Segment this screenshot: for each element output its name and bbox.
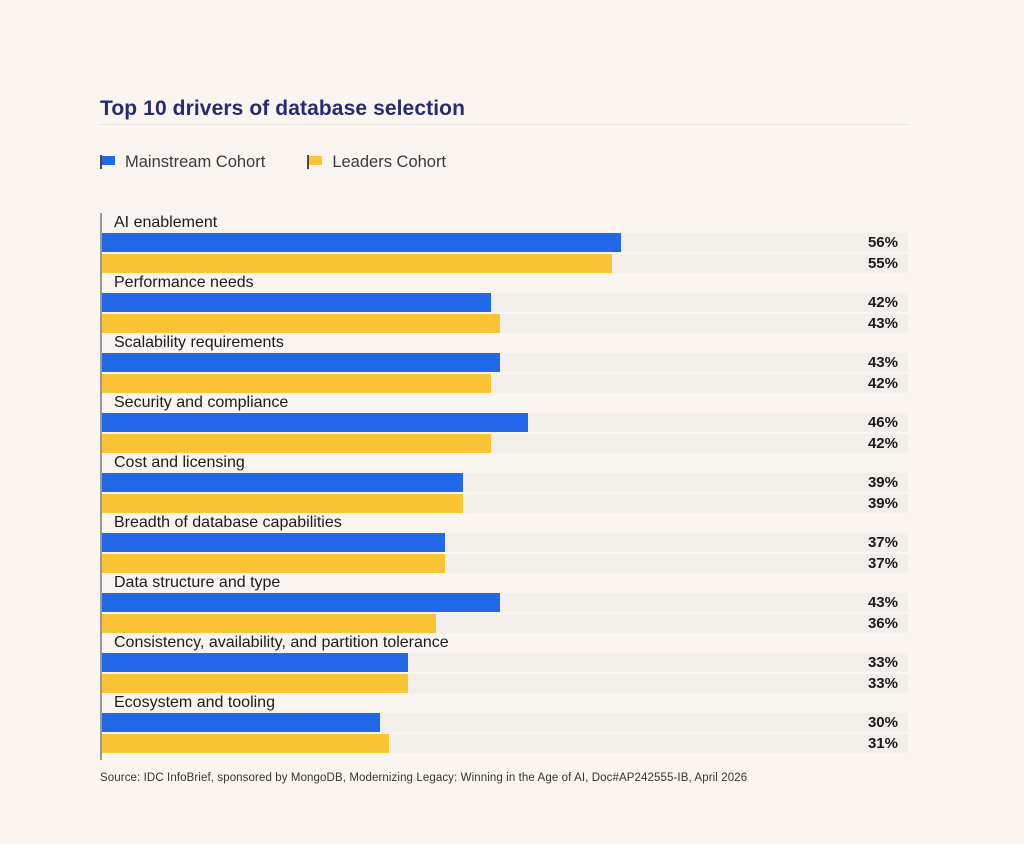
bar-value-label: 43% <box>867 354 898 371</box>
bar-value-label: 39% <box>867 474 898 491</box>
bar-track: 39% <box>102 473 908 492</box>
flag-cloth-mainstream <box>102 156 115 165</box>
bar-mainstream <box>102 533 445 552</box>
bar-track: 37% <box>102 554 908 573</box>
bar-track: 37% <box>102 533 908 552</box>
bar-leaders <box>102 674 408 693</box>
bar-mainstream <box>102 353 501 372</box>
bar-track: 42% <box>102 374 908 393</box>
legend-label-leaders: Leaders Cohort <box>332 152 447 171</box>
chart-category-group: Cost and licensing 39% 39% <box>102 453 910 513</box>
flag-pole <box>307 155 310 169</box>
bar-track: 43% <box>102 593 908 612</box>
bar-track: 42% <box>102 434 908 453</box>
chart-category-group: AI enablement 56% 55% <box>102 213 910 273</box>
bar-leaders <box>102 734 390 753</box>
chart-category-group: Scalability requirements 43% 42% <box>102 333 910 393</box>
bar-value-label: 42% <box>867 435 898 452</box>
bar-track: 56% <box>102 233 908 252</box>
bar-track: 55% <box>102 254 908 273</box>
bar-leaders <box>102 314 501 333</box>
bar-leaders <box>102 614 436 633</box>
bar-value-label: 46% <box>867 414 898 431</box>
category-label: Data structure and type <box>114 574 281 591</box>
bar-value-label: 42% <box>867 375 898 392</box>
flag-cloth-leaders <box>309 156 323 165</box>
chart-rows: AI enablement 56% 55% Performance needs 42% 4… <box>102 213 910 753</box>
bar-leaders <box>102 494 464 513</box>
bar-value-label: 31% <box>867 735 898 752</box>
bar-value-label: 37% <box>867 534 898 551</box>
bar-value-label: 56% <box>867 234 898 251</box>
bar-value-label: 36% <box>867 615 898 632</box>
bar-mainstream <box>102 653 408 672</box>
title-divider <box>100 124 908 125</box>
bar-value-label: 39% <box>867 495 898 512</box>
bar-value-label: 33% <box>867 654 898 671</box>
category-label: Cost and licensing <box>114 454 245 471</box>
bar-value-label: 43% <box>867 594 898 611</box>
bar-value-label: 55% <box>867 255 898 272</box>
bar-mainstream <box>102 713 380 732</box>
bar-leaders <box>102 254 612 273</box>
bar-track: 43% <box>102 314 908 333</box>
category-label: Scalability requirements <box>114 334 284 351</box>
bar-mainstream <box>102 413 529 432</box>
bar-track: 36% <box>102 614 908 633</box>
bar-track: 31% <box>102 734 908 753</box>
bar-leaders <box>102 554 445 573</box>
bar-track: 39% <box>102 494 908 513</box>
chart-category-group: Security and compliance 46% 42% <box>102 393 910 453</box>
bar-value-label: 43% <box>867 315 898 332</box>
chart-category-group: Consistency, availability, and partition… <box>102 633 910 693</box>
bar-track: 43% <box>102 353 908 372</box>
legend-label-mainstream: Mainstream Cohort <box>125 152 266 171</box>
bar-track: 30% <box>102 713 908 732</box>
legend-item-leaders: Leaders Cohort <box>307 153 446 172</box>
category-label: Security and compliance <box>114 394 289 411</box>
chart-title: Top 10 drivers of database selection <box>100 97 465 121</box>
bar-track: 33% <box>102 674 908 693</box>
bar-mainstream <box>102 593 501 612</box>
flag-icon <box>307 155 323 169</box>
legend: Mainstream Cohort Leaders Cohort <box>100 152 446 172</box>
category-label: Consistency, availability, and partition… <box>114 634 449 651</box>
bar-value-label: 30% <box>867 714 898 731</box>
chart-category-group: Breadth of database capabilities 37% 37% <box>102 513 910 573</box>
category-label: AI enablement <box>114 214 218 231</box>
chart-category-group: Data structure and type 43% 36% <box>102 573 910 633</box>
flag-pole <box>100 155 102 169</box>
bar-mainstream <box>102 293 492 312</box>
bar-track: 46% <box>102 413 908 432</box>
bar-mainstream <box>102 473 464 492</box>
bar-leaders <box>102 374 492 393</box>
bar-leaders <box>102 434 492 453</box>
category-label: Ecosystem and tooling <box>114 694 275 711</box>
source-attribution: Source: IDC InfoBrief, sponsored by Mong… <box>100 772 748 784</box>
bar-value-label: 37% <box>867 555 898 572</box>
chart-category-group: Ecosystem and tooling 30% 31% <box>102 693 910 753</box>
flag-icon <box>100 155 115 169</box>
bar-mainstream <box>102 233 621 252</box>
bar-track: 42% <box>102 293 908 312</box>
bar-value-label: 33% <box>867 675 898 692</box>
category-label: Breadth of database capabilities <box>114 514 342 531</box>
category-label: Performance needs <box>114 274 254 291</box>
bar-track: 33% <box>102 653 908 672</box>
legend-item-mainstream: Mainstream Cohort <box>100 153 265 172</box>
bar-chart: AI enablement 56% 55% Performance needs 42% 4… <box>100 213 910 760</box>
chart-category-group: Performance needs 42% 43% <box>102 273 910 333</box>
bar-value-label: 42% <box>867 294 898 311</box>
